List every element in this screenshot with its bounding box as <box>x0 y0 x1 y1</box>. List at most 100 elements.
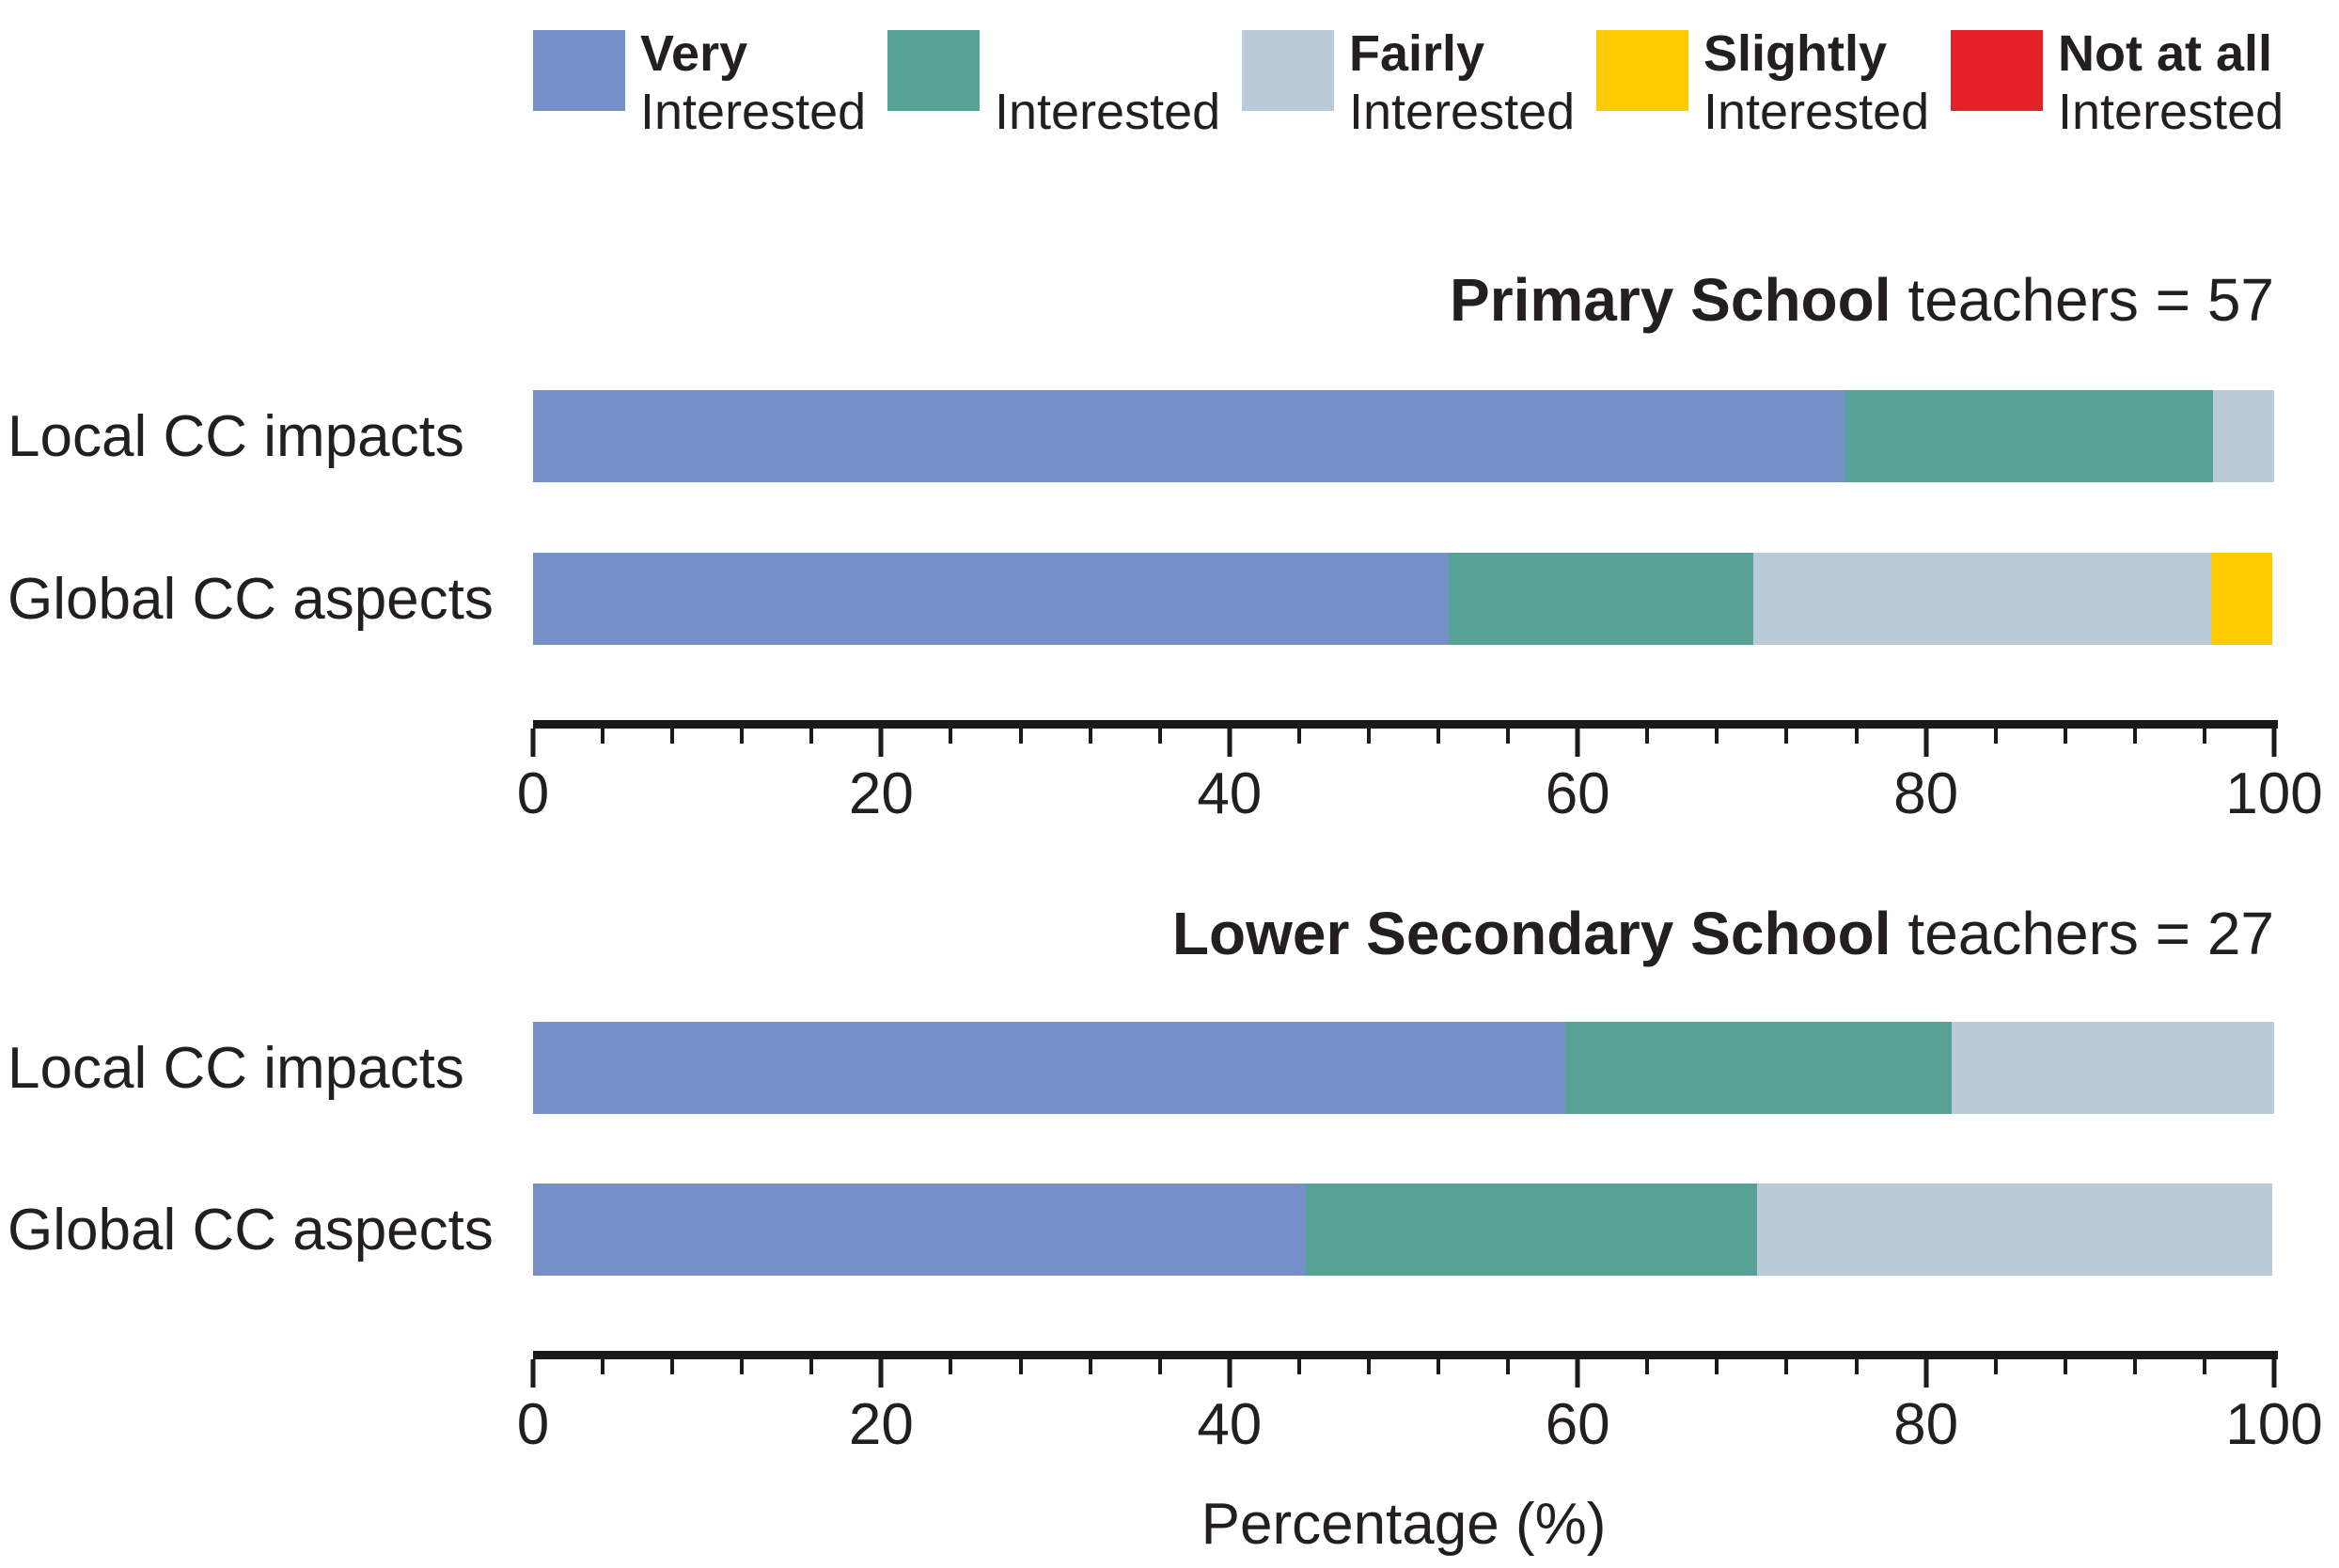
axis-minor-tick <box>1436 1359 1441 1374</box>
chart-title-primary-bold: Primary School <box>1450 266 1892 334</box>
axis-major-tick <box>1575 1359 1580 1388</box>
axis-minor-tick <box>1715 729 1719 744</box>
bar-primary-global-cc-aspects <box>533 553 2274 645</box>
legend-item-slightly-interested: Slightly Interested <box>1596 24 1951 141</box>
axis-minor-tick <box>809 729 814 744</box>
axis-minor-tick <box>949 1359 953 1374</box>
row-label-primary-global: Global CC aspects <box>8 566 494 632</box>
axis-minor-tick <box>1854 1359 1859 1374</box>
legend-label-line1 <box>995 24 1220 83</box>
axis-minor-tick <box>1854 729 1859 744</box>
legend-color-swatch-not-at-all-interested <box>1951 30 2043 111</box>
axis-minor-tick <box>1088 729 1092 744</box>
axis-major-tick <box>1923 729 1929 757</box>
axis-minor-tick <box>670 1359 675 1374</box>
legend-label-line2: Interested <box>995 84 1221 140</box>
axis-major-tick <box>878 729 884 757</box>
axis-major-tick <box>1227 729 1232 757</box>
axis-tick-label: 40 <box>1197 761 1263 826</box>
row-label-secondary-global: Global CC aspects <box>8 1197 494 1262</box>
chart-title-primary: Primary School teachers = 57 <box>1450 267 2274 333</box>
legend-item-not-at-all-interested: Not at all Interested <box>1951 24 2284 141</box>
axis-tick-label: 60 <box>1545 1392 1610 1457</box>
axis-minor-tick <box>601 1359 605 1374</box>
chart-title-secondary-regular: teachers = 27 <box>1907 900 2274 967</box>
bar-segment-slightly-interested <box>2211 553 2273 645</box>
legend-label-line1: Very <box>640 25 748 82</box>
axis-minor-tick <box>2063 1359 2067 1374</box>
axis-tick-label: 100 <box>2225 761 2323 826</box>
bar-secondary-local-cc-impacts <box>533 1022 2274 1114</box>
axis-minor-tick <box>1715 1359 1719 1374</box>
axis-major-tick <box>878 1359 884 1388</box>
legend-label-line2: Interested <box>640 84 867 140</box>
legend-label-line2: Interested <box>1703 84 1930 140</box>
legend-color-swatch-fairly-interested <box>1242 30 1334 111</box>
legend-label-line1: Fairly <box>1349 25 1485 82</box>
axis-minor-tick <box>1366 1359 1371 1374</box>
axis-minor-tick <box>809 1359 814 1374</box>
axis-minor-tick <box>740 1359 745 1374</box>
axis-tick-label: 20 <box>848 761 914 826</box>
axis-minor-tick <box>670 729 675 744</box>
axis-minor-tick <box>2132 729 2137 744</box>
axis-minor-tick <box>1436 729 1441 744</box>
bar-segment-fairly-interested <box>1756 1184 2273 1276</box>
axis-minor-tick <box>1645 1359 1650 1374</box>
axis-minor-tick <box>1784 729 1789 744</box>
axis-minor-tick <box>1296 729 1301 744</box>
axis-minor-tick <box>949 729 953 744</box>
bar-segment-very-interested <box>533 553 1450 645</box>
axis-major-tick <box>2271 1359 2277 1388</box>
axis-tick-label: 40 <box>1197 1392 1263 1457</box>
axis-tick-label: 80 <box>1893 761 1959 826</box>
axis-tick-label: 80 <box>1893 1392 1959 1457</box>
axis-major-tick <box>1575 729 1580 757</box>
row-label-primary-local: Local CC impacts <box>8 403 464 469</box>
x-axis-title: Percentage (%) <box>1201 1492 1607 1557</box>
bar-segment-interested <box>1449 553 1754 645</box>
bar-segment-fairly-interested <box>1753 553 2212 645</box>
legend-item-fairly-interested: Fairly Interested <box>1242 24 1596 141</box>
x-axis-line <box>533 720 2278 729</box>
axis-minor-tick <box>1157 729 1162 744</box>
axis-tick-label: 60 <box>1545 761 1610 826</box>
axis-minor-tick <box>1088 1359 1092 1374</box>
axis-minor-tick <box>1993 1359 1998 1374</box>
axis-tick-label: 0 <box>516 761 550 826</box>
legend-item-interested: Interested <box>887 24 1242 141</box>
axis-minor-tick <box>1506 1359 1511 1374</box>
bar-secondary-global-cc-aspects <box>533 1184 2274 1276</box>
axis-minor-tick <box>1018 729 1023 744</box>
axis-minor-tick <box>1993 729 1998 744</box>
legend: Very Interested Interested Fairly Interested… <box>533 24 2284 141</box>
legend-label-line2: Interested <box>2058 84 2284 140</box>
axis-minor-tick <box>601 729 605 744</box>
axis-minor-tick <box>2132 1359 2137 1374</box>
axis-minor-tick <box>1157 1359 1162 1374</box>
x-axis-line <box>533 1351 2278 1359</box>
axis-major-tick <box>1923 1359 1929 1388</box>
axis-tick-label: 0 <box>516 1392 550 1457</box>
chart-title-primary-regular: teachers = 57 <box>1907 266 2274 334</box>
axis-minor-tick <box>740 729 745 744</box>
axis-major-tick <box>530 1359 536 1388</box>
legend-label-slightly-interested: Slightly Interested <box>1703 24 1929 141</box>
bar-segment-fairly-interested <box>2213 390 2274 482</box>
legend-item-very-interested: Very Interested <box>533 24 887 141</box>
legend-label-not-at-all-interested: Not at all Interested <box>2058 24 2284 141</box>
axis-minor-tick <box>2063 729 2067 744</box>
legend-label-interested: Interested <box>995 24 1220 141</box>
bar-segment-very-interested <box>533 1184 1307 1276</box>
axis-minor-tick <box>1018 1359 1023 1374</box>
axis-major-tick <box>530 729 536 757</box>
legend-color-swatch-slightly-interested <box>1596 30 1688 111</box>
axis-tick-label: 100 <box>2225 1392 2323 1457</box>
legend-label-very-interested: Very Interested <box>640 24 866 141</box>
axis-minor-tick <box>1506 729 1511 744</box>
bar-segment-interested <box>1845 390 2214 482</box>
legend-label-line1: Slightly <box>1703 25 1888 82</box>
axis-minor-tick <box>1784 1359 1789 1374</box>
axis-minor-tick <box>2202 729 2206 744</box>
